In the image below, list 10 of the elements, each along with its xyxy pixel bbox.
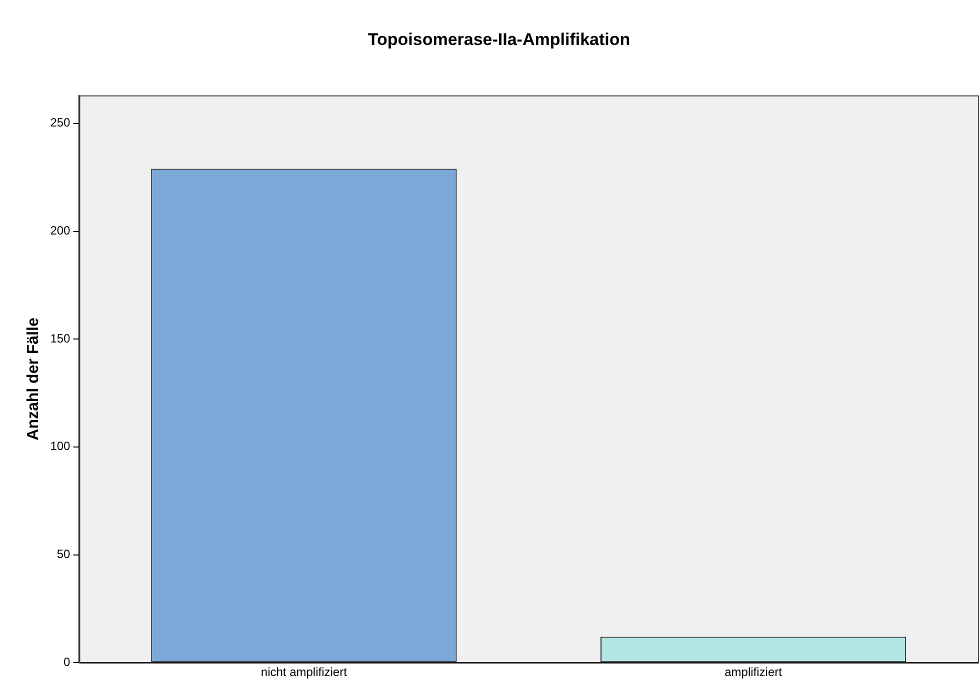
- chart-title: Topoisomerase-IIa-Amplifikation: [368, 30, 630, 49]
- y-tick-label: 200: [50, 224, 71, 238]
- x-tick-label: amplifiziert: [724, 665, 783, 680]
- y-tick-label: 100: [50, 439, 71, 454]
- y-tick-label: 150: [50, 331, 71, 346]
- y-tick-label: 250: [50, 116, 71, 130]
- x-tick-label: nicht amplifiziert: [260, 665, 348, 680]
- y-tick-label: 50: [56, 547, 71, 562]
- y-tick-label: 0: [64, 654, 71, 669]
- y-axis-title: Anzahl der Fälle: [25, 318, 42, 440]
